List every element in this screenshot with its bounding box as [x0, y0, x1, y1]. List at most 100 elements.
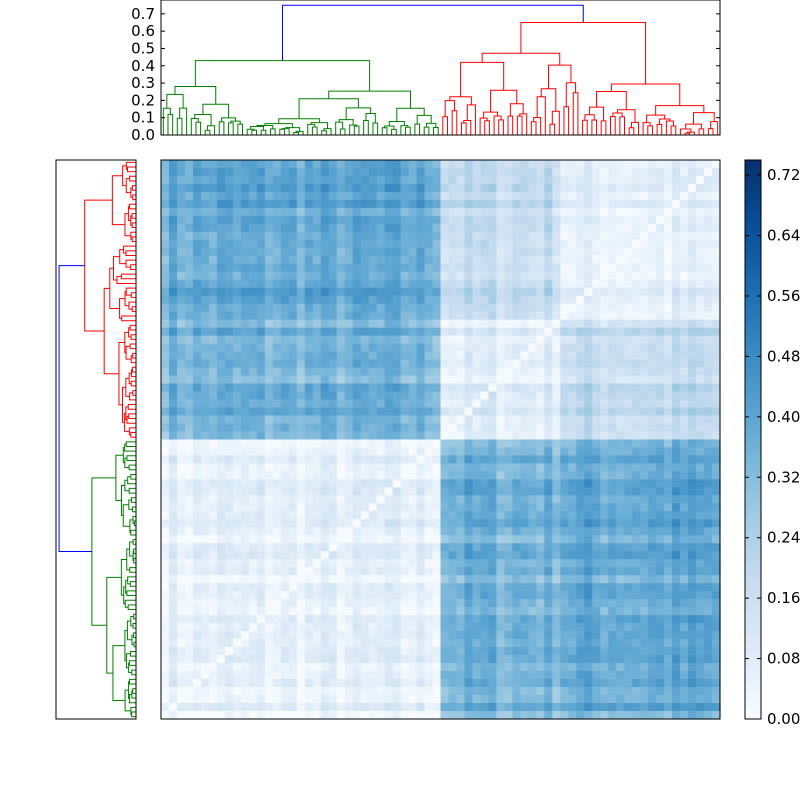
heatmap-cell	[688, 663, 697, 672]
heatmap-cell	[528, 535, 537, 544]
heatmap-cell	[616, 287, 625, 297]
heatmap-cell	[304, 679, 314, 688]
heatmap-cell	[200, 639, 210, 648]
heatmap-cell	[312, 679, 322, 688]
heatmap-cell	[712, 215, 721, 225]
dendrogram-link	[433, 126, 439, 135]
heatmap-cell	[408, 551, 418, 560]
heatmap-cell	[176, 295, 186, 305]
heatmap-cell	[536, 543, 545, 552]
heatmap-cell	[312, 279, 322, 289]
heatmap-cell	[488, 343, 497, 353]
heatmap-cell	[360, 239, 370, 249]
heatmap-cell	[688, 303, 697, 313]
heatmap-cell	[480, 191, 490, 201]
heatmap-cell	[536, 431, 545, 441]
heatmap-cell	[632, 191, 641, 201]
heatmap-cell	[568, 167, 577, 177]
heatmap-cell	[664, 423, 673, 433]
heatmap-cell	[568, 311, 577, 321]
heatmap-cell	[600, 263, 609, 273]
heatmap-cell	[161, 335, 170, 345]
heatmap-cell	[544, 383, 553, 393]
heatmap-cell	[528, 311, 537, 321]
dendrogram-link	[610, 83, 681, 106]
heatmap-cell	[392, 359, 402, 369]
heatmap-cell	[544, 479, 553, 489]
heatmap-cell	[640, 287, 649, 297]
heatmap-cell	[472, 551, 482, 560]
heatmap-cell	[456, 359, 466, 369]
heatmap-cell	[184, 583, 194, 592]
heatmap-cell	[368, 687, 378, 696]
heatmap-cell	[600, 239, 609, 249]
heatmap-cell	[304, 263, 314, 273]
heatmap-cell	[576, 535, 585, 544]
heatmap-cell	[648, 359, 657, 369]
heatmap-cell	[664, 239, 673, 249]
heatmap-cell	[280, 423, 290, 433]
heatmap-cell	[288, 351, 298, 361]
heatmap-cell	[512, 303, 521, 313]
heatmap-cell	[208, 575, 218, 584]
heatmap-cell	[584, 191, 593, 201]
heatmap-cell	[216, 191, 226, 201]
heatmap-cell	[632, 663, 641, 672]
heatmap-cell	[400, 687, 410, 696]
heatmap-cell	[480, 423, 490, 433]
heatmap-cell	[280, 631, 290, 640]
heatmap-cell	[656, 559, 665, 568]
heatmap-cell	[448, 487, 458, 496]
heatmap-cell	[568, 223, 577, 233]
heatmap-cell	[640, 303, 649, 313]
heatmap-cell	[248, 463, 258, 473]
heatmap-cell	[312, 335, 322, 345]
heatmap-cell	[264, 495, 274, 504]
heatmap-cell	[552, 263, 561, 273]
heatmap-cell	[448, 167, 458, 177]
dendrogram-link	[194, 60, 371, 92]
heatmap-cell	[496, 199, 505, 209]
heatmap-cell	[696, 359, 705, 369]
heatmap-cell	[592, 679, 601, 688]
heatmap-cell	[600, 343, 609, 353]
heatmap-cell	[552, 647, 561, 656]
heatmap-cell	[496, 383, 505, 393]
heatmap-cell	[192, 415, 202, 425]
heatmap-cell	[288, 543, 298, 552]
heatmap-cell	[528, 247, 537, 257]
heatmap-cell	[568, 375, 577, 385]
heatmap-cell	[360, 631, 370, 640]
heatmap-cell	[504, 431, 513, 441]
heatmap-cell	[360, 695, 370, 704]
heatmap-cell	[312, 655, 322, 664]
heatmap-cell	[512, 239, 521, 249]
heatmap-cell	[520, 199, 529, 209]
heatmap-cell	[432, 679, 442, 688]
heatmap-cell	[216, 375, 226, 385]
heatmap-cell	[376, 351, 386, 361]
heatmap-cell	[472, 559, 482, 568]
heatmap-cell	[632, 687, 641, 696]
heatmap-cell	[184, 391, 194, 401]
heatmap-cell	[224, 679, 234, 688]
heatmap-cell	[504, 415, 513, 425]
heatmap-cell	[384, 527, 394, 536]
heatmap-cell	[376, 375, 386, 385]
heatmap-cell	[544, 407, 553, 417]
heatmap-cell	[704, 391, 713, 401]
heatmap-cell	[168, 559, 178, 568]
heatmap-cell	[288, 207, 298, 217]
dendrogram-link	[353, 125, 360, 135]
heatmap-cell	[312, 207, 322, 217]
heatmap-cell	[624, 160, 633, 169]
heatmap-cell	[336, 263, 346, 273]
heatmap-cell	[624, 671, 633, 680]
heatmap-cell	[400, 160, 410, 169]
heatmap-cell	[640, 223, 649, 233]
heatmap-cell	[616, 671, 625, 680]
heatmap-cell	[192, 239, 202, 249]
heatmap-cell	[536, 255, 545, 265]
heatmap-cell	[704, 303, 713, 313]
heatmap-cell	[680, 223, 689, 233]
